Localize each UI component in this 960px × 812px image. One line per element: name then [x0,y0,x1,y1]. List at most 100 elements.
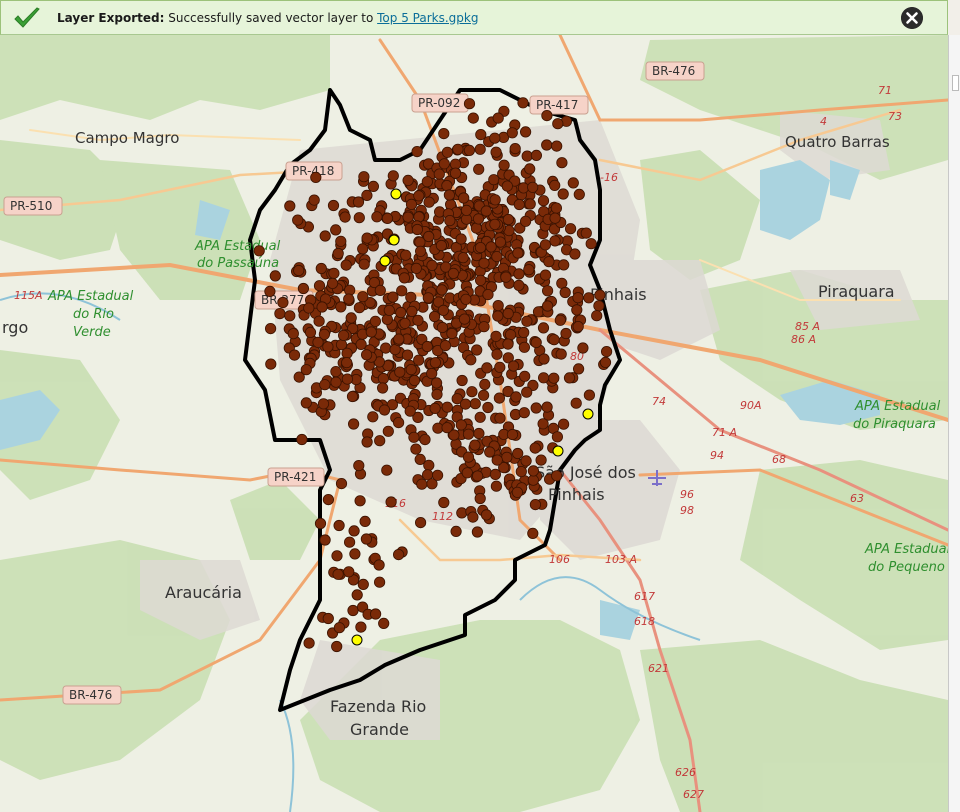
park-point [471,526,483,538]
park-point [577,342,589,354]
park-point [510,391,522,403]
park-point [367,180,379,192]
park-point [264,322,277,335]
park-point [374,284,386,296]
park-point [572,320,584,333]
park-point [444,215,456,227]
park-point [404,405,416,417]
park-point [446,327,458,340]
close-icon[interactable] [901,7,923,29]
park-point [327,199,340,212]
park-point [316,301,328,313]
park-point [328,267,340,279]
park-point [335,235,347,247]
park-point [432,344,444,357]
park-point [284,200,296,212]
park-point [490,480,502,492]
park-point [330,376,342,388]
park-point [432,296,445,308]
park-point [549,212,561,224]
park-point [331,640,343,653]
park-point [380,342,392,354]
park-point [385,496,397,508]
strip-handle[interactable] [952,75,959,91]
park-point [426,259,438,271]
park-point [392,416,405,429]
park-point [572,292,584,304]
park-point [355,621,367,633]
park-point [466,386,478,398]
park-point [357,291,369,303]
message-bar: Layer Exported: Successfully saved vecto… [0,0,948,35]
park-point [374,435,386,447]
park-point [585,238,597,250]
park-point [537,322,550,334]
road-number: 80 [570,350,584,363]
park-point [513,279,525,291]
park-point [381,464,393,476]
park-point [538,353,550,365]
park-point [600,345,613,358]
park-point [381,212,394,224]
road-numbers: 71 73 4 -16 85 A 86 A 80 74 90A 71 A 94 … [14,84,902,801]
park-point [371,211,383,223]
park-point [373,576,386,588]
label-apa-piraquara-1: APA Estadual [854,399,941,414]
park-point [353,459,365,472]
park-point [312,336,324,348]
park-point [428,310,441,323]
park-point [269,270,281,282]
park-point [359,515,371,528]
park-point [569,248,581,260]
park-point [378,404,391,416]
park-point [438,128,450,140]
shield-br476-top: BR-476 [652,64,695,78]
park-point [492,310,504,322]
park-point [413,190,425,202]
park-point [414,453,426,465]
park-point [412,314,424,326]
park-point [573,188,585,200]
park-point [527,474,539,486]
park-point [474,492,486,505]
park-point [517,97,529,109]
park-point [429,402,441,414]
park-point [331,550,343,562]
park-point [373,559,385,571]
park-point [465,354,477,366]
park-point [457,252,469,264]
park-point [458,192,470,204]
park-point [494,361,506,373]
park-point [551,470,563,482]
park-point [265,358,277,370]
park-point [317,398,330,410]
park-point [315,262,327,275]
map-canvas[interactable]: Campo Magro Quatro Barras Pinhais Piraqu… [0,35,948,812]
park-point [474,274,487,286]
park-point [519,370,531,382]
place-labels: Campo Magro Quatro Barras Pinhais Piraqu… [2,129,895,739]
top-parks-layer [351,188,594,646]
park-point [491,454,503,466]
road-number: 63 [850,492,864,505]
park-point [319,379,331,391]
park-point [313,280,326,292]
park-point [360,349,373,361]
park-point [401,349,414,361]
park-point [310,171,322,183]
label-apa-pequeno-2: do Pequeno [868,560,945,575]
park-point [435,239,447,252]
park-point [308,194,320,206]
park-point [292,214,304,226]
output-file-link[interactable]: Top 5 Parks.gpkg [377,10,479,25]
label-fazenda-1: Fazenda Rio [330,697,426,716]
road-number: 112 [432,510,453,523]
park-point [339,211,351,223]
road-number: 71 A [712,426,737,439]
park-point [513,268,525,280]
park-point [478,321,490,333]
label-largo: rgo [2,318,28,337]
park-point [438,158,450,170]
park-point [599,356,612,368]
park-point [480,509,493,521]
